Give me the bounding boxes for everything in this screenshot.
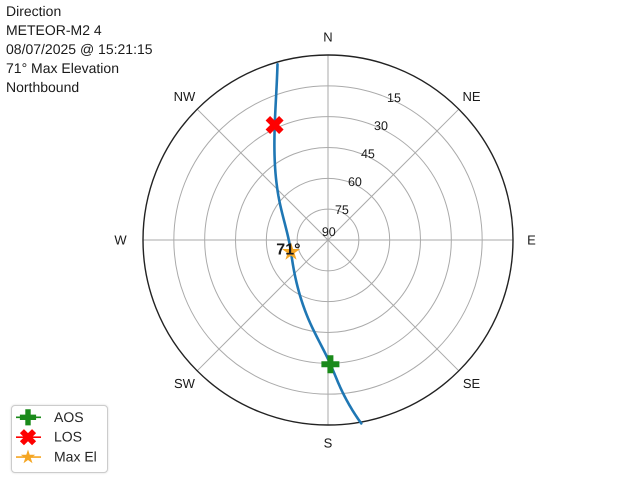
svg-text:Max El: Max El (54, 449, 97, 465)
svg-text:AOS: AOS (54, 409, 84, 425)
svg-text:LOS: LOS (54, 429, 82, 445)
